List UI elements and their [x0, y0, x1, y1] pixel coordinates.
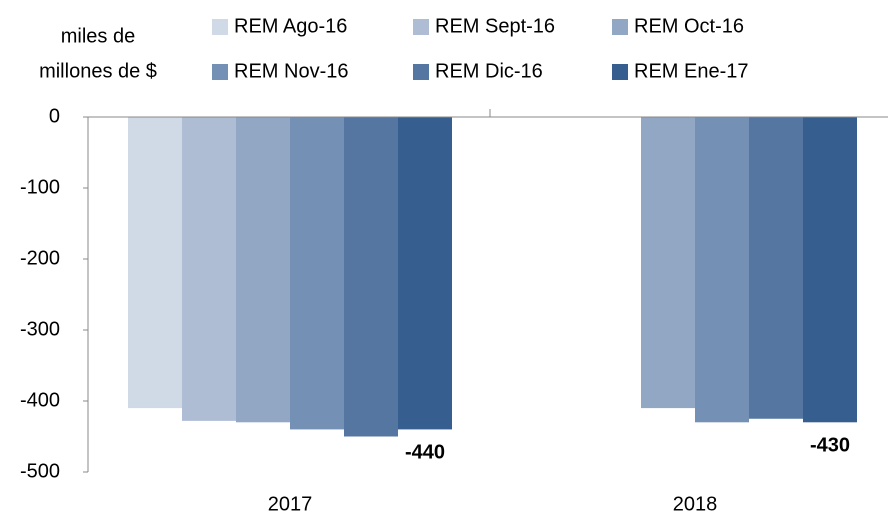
- y-tick-label: -100: [20, 176, 60, 198]
- legend-label: REM Sept-16: [435, 15, 555, 37]
- bar: [182, 117, 236, 421]
- legend-swatch: [612, 64, 628, 80]
- x-tick-label: 2018: [673, 493, 718, 515]
- legend-swatch: [612, 19, 628, 35]
- legend-swatch: [212, 19, 228, 35]
- legend-label: REM Ago-16: [234, 15, 347, 37]
- legend-label: REM Ene-17: [634, 60, 749, 82]
- y-tick-label: -300: [20, 318, 60, 340]
- bar: [398, 117, 452, 430]
- y-axis-label: millones de $: [39, 60, 157, 82]
- x-tick-label: 2017: [268, 493, 313, 515]
- data-label: -430: [810, 435, 850, 457]
- legend-swatch: [212, 64, 228, 80]
- y-axis-label: miles de: [61, 25, 135, 47]
- y-tick-label: 0: [49, 105, 60, 127]
- legend-swatch: [413, 64, 429, 80]
- legend-swatch: [413, 19, 429, 35]
- legend-label: REM Oct-16: [634, 15, 744, 37]
- bar: [128, 117, 182, 409]
- bar: [695, 117, 749, 423]
- y-tick-label: -500: [20, 460, 60, 482]
- bar: [344, 117, 398, 437]
- bar: [641, 117, 695, 409]
- bar: [290, 117, 344, 430]
- legend-label: REM Nov-16: [234, 60, 348, 82]
- data-label: -440: [405, 442, 445, 464]
- bar: [236, 117, 290, 423]
- bar: [749, 117, 803, 419]
- bar: [803, 117, 857, 423]
- y-tick-label: -200: [20, 247, 60, 269]
- legend-label: REM Dic-16: [435, 60, 543, 82]
- y-tick-label: -400: [20, 389, 60, 411]
